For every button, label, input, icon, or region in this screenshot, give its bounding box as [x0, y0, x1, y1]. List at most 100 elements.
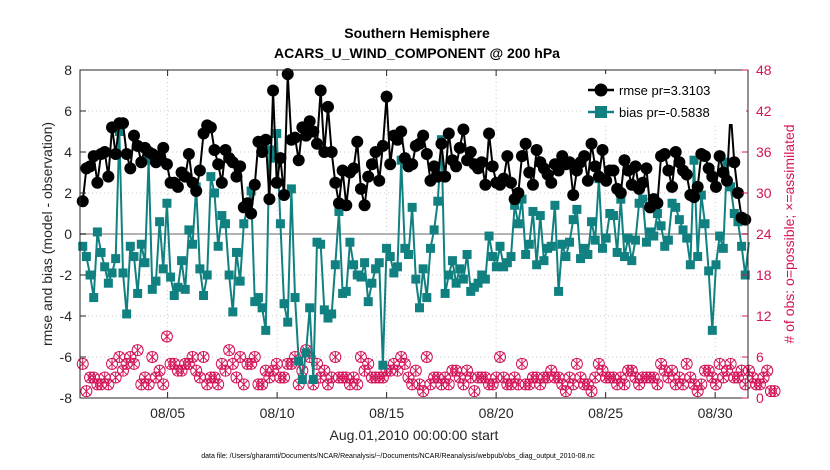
obs-possible-marker [318, 364, 331, 377]
bias-marker [546, 241, 556, 251]
obs-assimilated-marker [213, 378, 224, 390]
bias-marker [429, 225, 439, 235]
bias-marker [484, 231, 494, 241]
obs-possible-marker [475, 371, 488, 384]
bias-marker [96, 247, 106, 257]
obs-possible-marker [406, 378, 419, 391]
bias-marker [301, 348, 311, 358]
obs-assimilated-marker [762, 365, 773, 377]
bias-marker [685, 260, 695, 270]
bias-marker [528, 206, 538, 216]
obs-assimilated-marker [586, 385, 597, 397]
rmse-marker [596, 143, 609, 156]
bias-marker [491, 262, 501, 272]
obs-possible-marker [684, 371, 697, 384]
y-tick-label: -4 [60, 308, 73, 324]
obs-possible-marker [728, 371, 741, 384]
obs-assimilated-marker [352, 378, 363, 390]
rmse-marker [464, 146, 477, 158]
bias-marker [367, 278, 377, 288]
bias-marker [363, 297, 373, 307]
rmse-marker [519, 137, 532, 150]
bias-marker [224, 270, 234, 280]
bias-marker [619, 252, 629, 262]
obs-assimilated-marker [271, 358, 282, 370]
x-tick-label: 08/10 [260, 405, 295, 421]
bias-marker [693, 252, 703, 262]
obs-possible-marker [142, 378, 155, 391]
bias-marker [257, 303, 267, 313]
right-tick-label: 48 [756, 62, 772, 78]
bias-marker [173, 282, 183, 292]
bias-marker [400, 243, 410, 253]
obs-assimilated-marker [696, 378, 707, 390]
obs-possible-marker [245, 357, 258, 370]
obs-possible-marker [548, 371, 561, 384]
rmse-marker [435, 137, 448, 150]
y-tick-label: -2 [60, 267, 73, 283]
bias-marker [122, 309, 132, 319]
bias-marker [231, 247, 241, 257]
bias-marker [641, 237, 651, 247]
bias-marker [422, 293, 432, 303]
obs-possible-marker [343, 378, 356, 391]
obs-assimilated-marker [363, 358, 374, 370]
bias-marker [447, 256, 457, 266]
bias-marker [521, 250, 531, 259]
obs-possible-marker [625, 364, 638, 377]
obs-assimilated-marker [517, 358, 527, 370]
rmse-marker [289, 131, 302, 144]
obs-possible-marker [750, 378, 763, 391]
obs-possible-marker [508, 371, 521, 384]
rmse-marker [530, 143, 543, 156]
obs-possible-marker [651, 378, 664, 391]
bias-marker [711, 260, 721, 270]
bias-marker [623, 233, 633, 243]
obs-possible-marker [618, 378, 631, 391]
obs-possible-marker [219, 364, 232, 377]
rmse-marker [215, 176, 228, 189]
rmse-marker [373, 174, 386, 187]
rmse-marker [212, 158, 225, 171]
obs-possible-marker [607, 371, 620, 384]
bias-marker [480, 274, 490, 284]
rmse-marker [314, 84, 327, 97]
obs-possible-marker [160, 330, 173, 343]
y-tick-label: 2 [64, 185, 72, 201]
obs-possible-marker [515, 357, 528, 370]
rmse-marker [117, 117, 130, 130]
bias-marker [151, 276, 161, 286]
rmse-marker [248, 178, 261, 191]
obs-possible-marker [417, 385, 430, 398]
obs-assimilated-marker [224, 344, 235, 356]
obs-assimilated-marker [129, 358, 139, 370]
obs-assimilated-marker [410, 365, 421, 377]
bias-marker [371, 264, 381, 274]
obs-possible-marker [120, 357, 133, 370]
bias-marker [700, 219, 710, 229]
bias-marker [78, 241, 88, 251]
obs-possible-marker [164, 357, 177, 370]
obs-assimilated-marker [238, 378, 249, 390]
bias-marker [184, 225, 194, 235]
bias-marker [656, 221, 666, 231]
obs-possible-marker [329, 351, 342, 363]
obs-possible-marker [281, 357, 294, 370]
bias-marker [129, 252, 139, 262]
rmse-marker [658, 148, 671, 161]
obs-possible-marker [171, 364, 184, 377]
rmse-marker [230, 170, 243, 183]
bias-marker [294, 356, 304, 366]
obs-possible-marker [226, 357, 239, 370]
rmse-marker [135, 156, 148, 169]
bias-marker [345, 237, 355, 247]
rmse-marker [666, 180, 679, 193]
bias-marker [704, 266, 714, 276]
plot-area: 08/05 08/10 08/15 08/20 08/25 08/30 -8 -6 -4 -2 0… [60, 62, 781, 421]
obs-possible-marker [234, 351, 247, 363]
bias-marker [652, 209, 662, 218]
obs-possible-marker [768, 385, 781, 398]
bias-marker [729, 209, 739, 218]
bias-marker [513, 219, 523, 229]
bias-marker [674, 215, 684, 225]
